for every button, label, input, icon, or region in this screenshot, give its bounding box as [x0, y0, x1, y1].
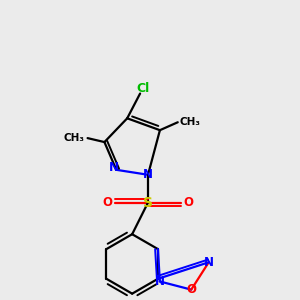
Text: S: S [143, 196, 153, 209]
Text: Cl: Cl [136, 82, 150, 95]
Text: O: O [184, 196, 194, 209]
Text: N: N [109, 161, 119, 174]
Text: CH₃: CH₃ [179, 117, 200, 127]
Text: N: N [204, 256, 214, 269]
Text: O: O [186, 283, 196, 296]
Text: CH₃: CH₃ [63, 133, 84, 143]
Text: O: O [102, 196, 112, 209]
Text: N: N [155, 275, 165, 288]
Text: N: N [143, 168, 153, 181]
